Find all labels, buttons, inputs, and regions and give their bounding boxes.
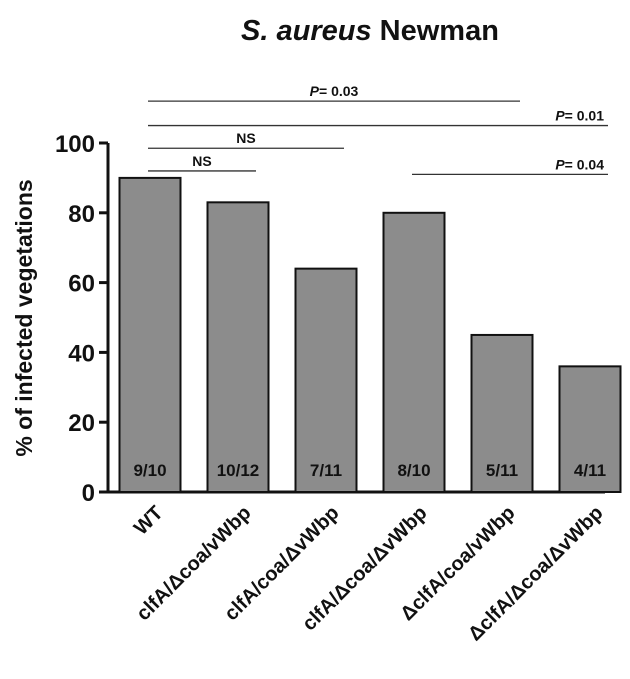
y-tick-label: 60 [68, 271, 95, 298]
comparison-label: P= 0.03 [310, 83, 359, 99]
p-value: = 0.04 [565, 156, 605, 172]
y-tick-label: 80 [68, 201, 95, 228]
comparison-label: P= 0.04 [555, 156, 604, 172]
y-axis-label: % of infected vegetations [11, 179, 37, 456]
bar [206, 201, 270, 494]
bar-count-label: 4/11 [574, 461, 606, 480]
bar [118, 176, 182, 493]
axes: 0 20 40 60 80 100 [55, 131, 605, 507]
bar [558, 365, 622, 493]
comparison-label: P= 0.01 [555, 108, 604, 124]
y-tick-label: 20 [68, 410, 95, 437]
p-value: NS [192, 153, 211, 169]
x-tick-labels: WTclfA/Δcoa/vWbpclfA/coa/ΔvWbpclfA/Δcoa/… [130, 502, 608, 645]
bar [294, 267, 358, 494]
bar [470, 333, 534, 494]
bar [382, 211, 446, 494]
bar-count-label: 5/11 [486, 461, 518, 480]
comparison-label: NS [192, 153, 211, 169]
chart-title-italic: S. aureus [241, 15, 372, 47]
y-tick-label: 40 [68, 340, 95, 367]
bar-count-label: 7/11 [310, 461, 342, 480]
chart-title-rest: Newman [372, 15, 499, 47]
p-symbol: P [555, 156, 565, 172]
p-value: = 0.03 [319, 83, 359, 99]
chart-title: S. aureus Newman [241, 15, 499, 47]
bar-count-label: 9/10 [133, 461, 166, 480]
bars: 9/10 10/12 7/11 8/10 5/11 4/11 [118, 176, 622, 494]
p-value: = 0.01 [565, 108, 605, 124]
x-tick-label: WT [130, 502, 168, 540]
bar-count-label: 8/10 [397, 461, 430, 480]
p-value: NS [236, 130, 255, 146]
y-tick-label: 0 [82, 480, 95, 507]
y-tick-label: 100 [55, 131, 95, 158]
bar-count-label: 10/12 [217, 461, 260, 480]
p-symbol: P [310, 83, 320, 99]
p-symbol: P [555, 108, 565, 124]
comparison-label: NS [236, 130, 255, 146]
